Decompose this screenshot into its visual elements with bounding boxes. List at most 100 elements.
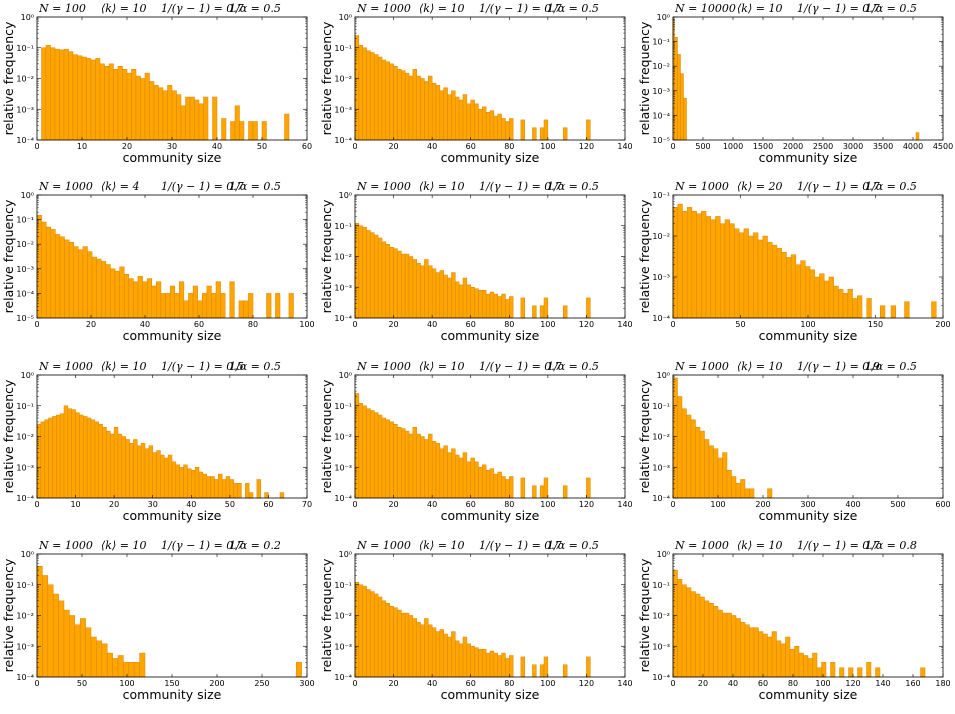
- panel-title-part: N = 1000: [356, 180, 411, 193]
- histogram-bar: [416, 622, 421, 678]
- panel-title-part: 1/α = 0.5: [865, 360, 917, 373]
- histogram-bar: [135, 75, 141, 141]
- x-tick-label: 20: [698, 679, 708, 688]
- histogram-bar: [389, 605, 394, 678]
- y-tick-label: 10⁻⁴: [16, 494, 34, 503]
- histogram-chart: 0 10 20 30 40 50 60 10⁰ 10⁻¹ 10⁻² 10⁻³ 10⁻⁴ N = 100 ⟨…: [1, 2, 312, 165]
- histogram-bar: [489, 650, 495, 678]
- histogram-bar: [833, 285, 839, 319]
- histogram-bar: [385, 244, 390, 319]
- histogram-bar: [680, 73, 684, 141]
- histogram-bar: [743, 228, 749, 319]
- histogram-bar: [435, 85, 441, 141]
- x-tick-label: 1000: [723, 142, 743, 151]
- x-tick-label: 200: [935, 320, 950, 329]
- y-axis-label: relative frequency: [1, 558, 16, 672]
- histogram-bar: [140, 443, 146, 499]
- histogram-bar: [744, 488, 750, 499]
- histogram-bar: [175, 464, 180, 499]
- x-tick-label: 0: [352, 320, 357, 329]
- y-tick-label: 10⁻³: [16, 265, 34, 274]
- histogram-bar: [183, 464, 188, 499]
- y-tick-label: 10⁻⁴: [334, 494, 352, 503]
- histogram-bar: [133, 281, 139, 319]
- histogram-bar: [59, 49, 65, 141]
- histogram-bar: [381, 59, 387, 141]
- x-axis-label: community size: [123, 150, 222, 165]
- histogram-bar: [234, 105, 240, 141]
- y-axis-label: relative frequency: [1, 199, 16, 313]
- x-tick-label: 60: [466, 679, 476, 688]
- y-tick-label: 10⁻¹: [652, 581, 670, 590]
- histogram-bar: [148, 445, 153, 499]
- histogram-bar: [397, 609, 402, 678]
- x-axis-label: community size: [441, 508, 540, 523]
- y-tick-label: 10⁰: [657, 371, 670, 380]
- histogram-bar: [786, 257, 792, 319]
- bars: [354, 393, 591, 499]
- histogram-bar: [451, 90, 456, 141]
- x-tick-label: 80: [504, 500, 514, 509]
- histogram-bar: [563, 485, 568, 499]
- histogram-bar: [68, 242, 74, 319]
- histogram-bar: [149, 81, 155, 141]
- histogram-bar: [74, 624, 81, 678]
- histogram-bar: [532, 664, 537, 678]
- y-tick-label: 10⁻⁴: [16, 673, 34, 682]
- histogram-bar: [79, 618, 86, 678]
- histogram-bar: [696, 213, 702, 319]
- histogram-bar: [295, 662, 302, 678]
- panel-title-part: N = 1000: [38, 360, 93, 373]
- x-tick-label: 100: [540, 142, 555, 151]
- histogram-bar: [462, 636, 468, 678]
- histogram-bar: [731, 476, 737, 499]
- histogram-bar: [447, 636, 452, 678]
- y-tick-label: 10⁻³: [16, 642, 34, 651]
- x-tick-label: 180: [935, 679, 950, 688]
- histogram-bar: [401, 612, 406, 678]
- histogram-bar: [497, 296, 502, 319]
- y-tick-label: 10⁻²: [652, 232, 670, 241]
- panel-title-part: 1/α = 0.5: [229, 360, 281, 373]
- histogram-bar: [731, 615, 737, 678]
- histogram-bar: [50, 47, 56, 141]
- x-tick-label: 20: [388, 320, 398, 329]
- panel-title-part: N = 1000: [674, 539, 729, 552]
- histogram-bar: [151, 285, 157, 319]
- histogram-bar: [462, 452, 468, 499]
- y-tick-label: 10⁻²: [334, 433, 352, 442]
- histogram-bar: [435, 631, 441, 678]
- histogram-bar: [586, 119, 591, 141]
- histogram-bar: [381, 600, 387, 678]
- histogram-bar: [563, 127, 568, 141]
- y-tick-label: 10⁻¹: [334, 402, 352, 411]
- histogram-bar: [713, 448, 719, 499]
- histogram-bar: [478, 289, 483, 319]
- histogram-bar: [920, 667, 926, 678]
- panel-title-part: 1/(γ − 1) = 0.7: [161, 180, 244, 193]
- histogram-bar: [501, 293, 506, 319]
- x-tick-label: 4000: [903, 142, 923, 151]
- histogram-bar: [776, 248, 782, 319]
- x-tick-label: 150: [868, 320, 883, 329]
- histogram-bar: [879, 305, 886, 319]
- y-tick-label: 10⁻¹: [652, 191, 670, 200]
- x-tick-label: 100: [540, 500, 555, 509]
- x-tick-label: 200: [209, 679, 224, 688]
- histogram-bar: [686, 207, 693, 319]
- histogram-bar: [167, 85, 173, 141]
- histogram-bar: [586, 477, 591, 499]
- x-axis-label: community size: [441, 328, 540, 343]
- histogram-bar: [36, 565, 43, 678]
- panel-title-part: ⟨k⟩ = 10: [737, 539, 782, 552]
- panel-3: 0 500 1000 1500 2000 2500 3000 3500 4000 4500 10⁰ 1…: [636, 0, 954, 177]
- histogram-bar: [86, 58, 92, 141]
- histogram-bar: [73, 246, 79, 319]
- bars: [36, 405, 285, 499]
- histogram-bar: [674, 37, 678, 141]
- histogram-chart: 0 20 40 60 80 100 120 140 160 180 10⁰ 10⁻¹ 10⁻² 10⁻³ 1…: [637, 539, 951, 702]
- histogram-bar: [397, 426, 402, 499]
- x-tick-label: 140: [875, 679, 890, 688]
- histogram-bar: [482, 464, 487, 499]
- histogram-bar: [795, 264, 801, 319]
